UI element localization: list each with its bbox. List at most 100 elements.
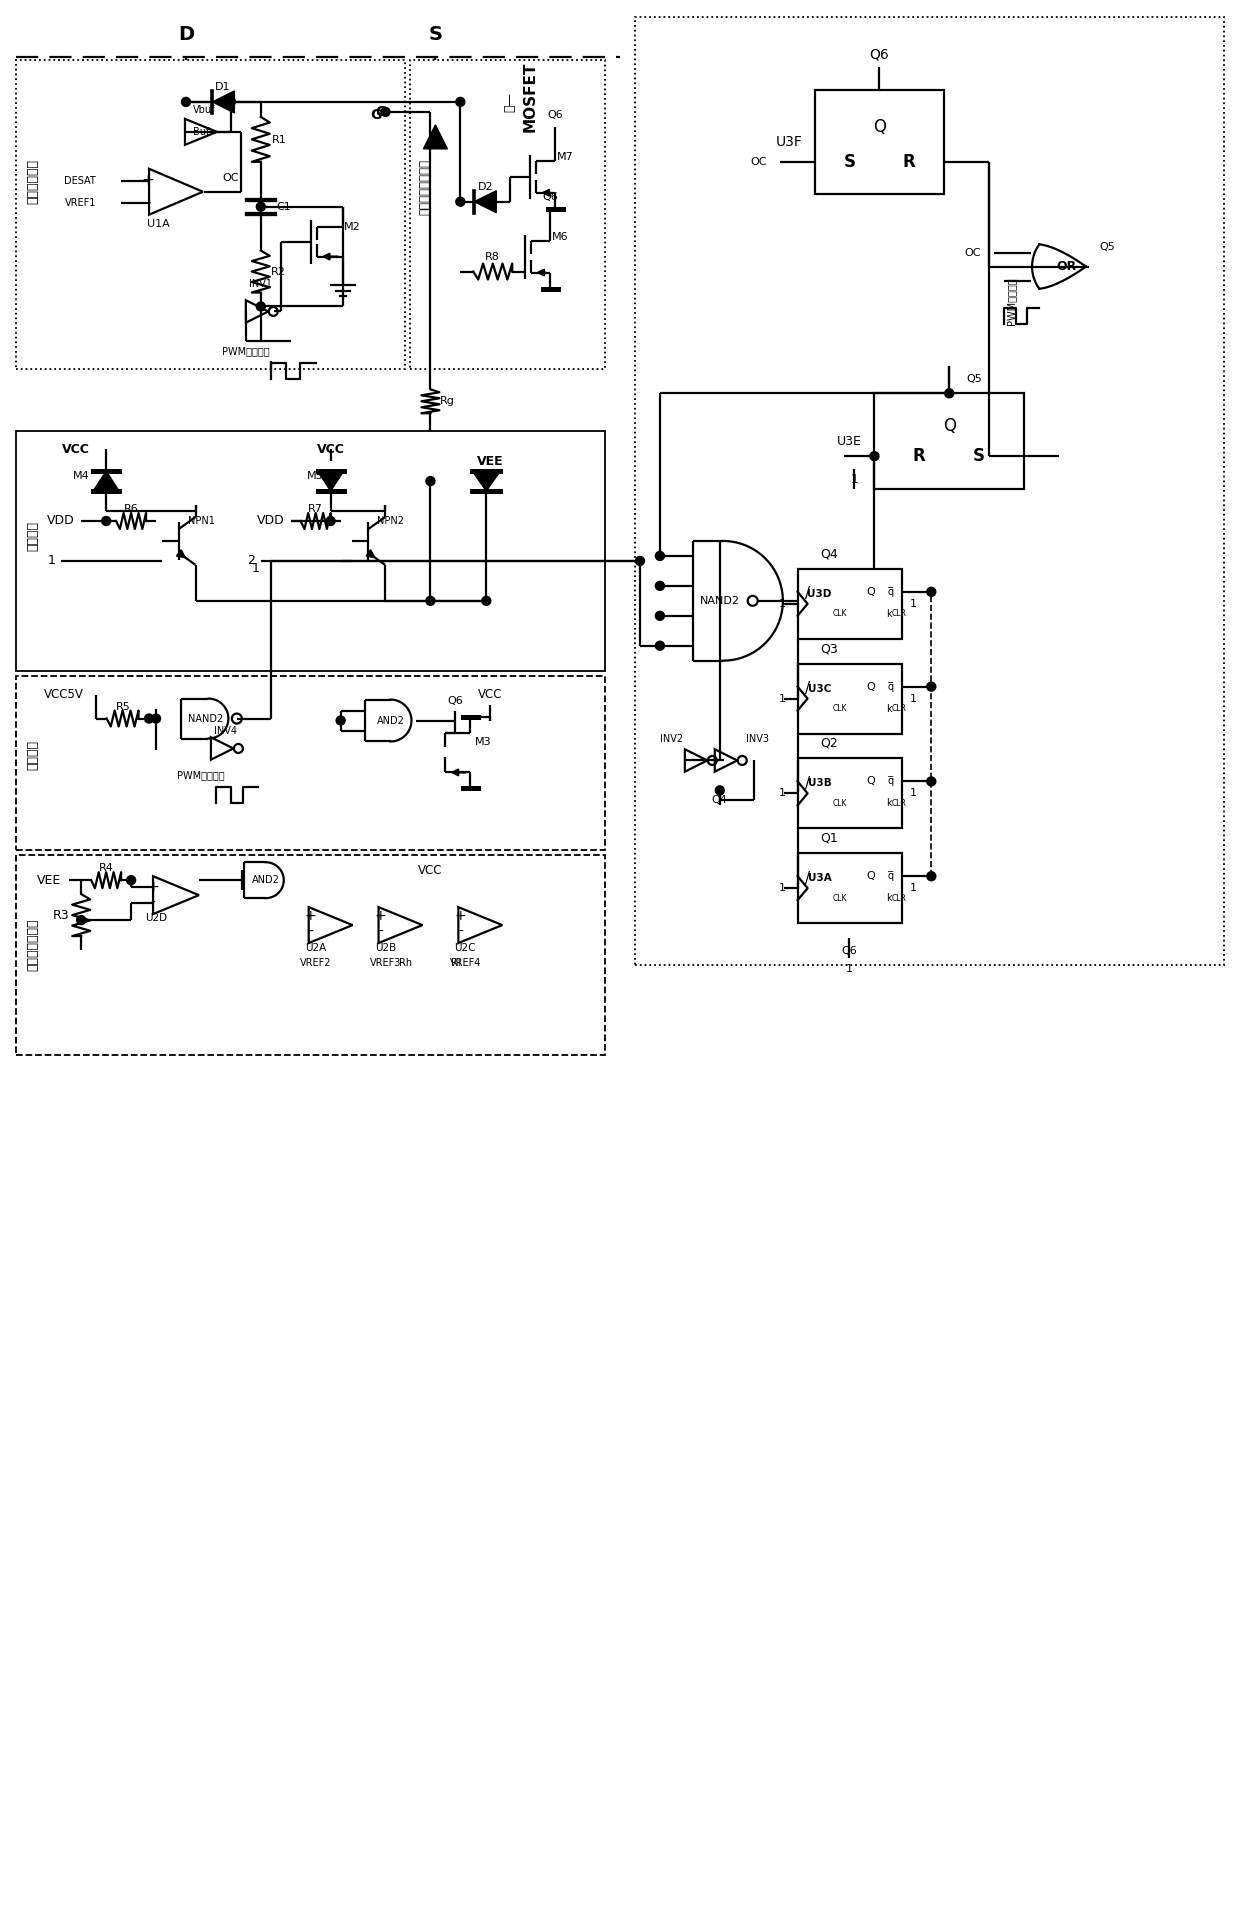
Text: Q: Q bbox=[866, 586, 874, 598]
Text: Q5: Q5 bbox=[966, 374, 982, 384]
Circle shape bbox=[926, 777, 936, 787]
Text: +: + bbox=[141, 174, 155, 189]
Text: k: k bbox=[887, 893, 893, 902]
Text: R7: R7 bbox=[309, 503, 324, 515]
Bar bbox=[635, 17, 1224, 966]
Text: q̅: q̅ bbox=[888, 586, 894, 598]
Circle shape bbox=[425, 596, 435, 605]
Text: NAND2: NAND2 bbox=[699, 596, 740, 605]
Text: R: R bbox=[903, 152, 915, 172]
Text: q̅: q̅ bbox=[888, 777, 894, 787]
Text: Q6: Q6 bbox=[842, 947, 857, 956]
Text: Rl: Rl bbox=[450, 958, 460, 968]
Text: 1: 1 bbox=[910, 789, 916, 798]
Bar bbox=[797, 663, 903, 733]
Text: Rh: Rh bbox=[399, 958, 412, 968]
Circle shape bbox=[326, 517, 335, 526]
Bar bbox=[815, 91, 945, 193]
Circle shape bbox=[656, 642, 665, 650]
Text: 1: 1 bbox=[252, 563, 259, 575]
Text: /: / bbox=[805, 775, 810, 790]
Text: R3: R3 bbox=[53, 908, 69, 922]
Bar bbox=[16, 60, 405, 370]
Text: U3E: U3E bbox=[837, 434, 862, 447]
Text: 1: 1 bbox=[47, 555, 56, 567]
Text: U1A: U1A bbox=[146, 218, 170, 229]
Text: Q6: Q6 bbox=[448, 696, 464, 706]
Text: PWM输入信号: PWM输入信号 bbox=[222, 347, 269, 357]
Circle shape bbox=[257, 202, 265, 212]
Text: Q6: Q6 bbox=[869, 46, 889, 62]
Text: CLK: CLK bbox=[832, 704, 847, 713]
Text: 过流检测单元: 过流检测单元 bbox=[27, 160, 40, 204]
Text: CLK: CLK bbox=[832, 798, 847, 808]
Text: -: - bbox=[458, 925, 463, 939]
Bar bbox=[16, 856, 605, 1055]
Text: VREF2: VREF2 bbox=[300, 958, 331, 968]
Text: VREF1: VREF1 bbox=[64, 199, 97, 208]
Text: U2A: U2A bbox=[305, 943, 326, 952]
Text: k: k bbox=[887, 798, 893, 808]
Text: R2: R2 bbox=[272, 266, 286, 276]
Text: VEE: VEE bbox=[37, 873, 62, 887]
Text: CLR: CLR bbox=[892, 704, 906, 713]
Text: -: - bbox=[378, 925, 383, 939]
Text: C1: C1 bbox=[277, 202, 291, 212]
Text: Q5: Q5 bbox=[1099, 241, 1115, 253]
Text: Q: Q bbox=[866, 777, 874, 787]
Text: -: - bbox=[145, 195, 151, 210]
Bar bbox=[797, 758, 903, 829]
Text: R6: R6 bbox=[124, 503, 139, 515]
Text: Q: Q bbox=[942, 416, 956, 436]
Text: MOSFET: MOSFET bbox=[523, 62, 538, 133]
Circle shape bbox=[926, 588, 936, 596]
Circle shape bbox=[102, 517, 110, 526]
Text: AND2: AND2 bbox=[377, 715, 404, 725]
Circle shape bbox=[870, 451, 879, 461]
Text: M7: M7 bbox=[557, 152, 573, 162]
Circle shape bbox=[715, 787, 724, 794]
Text: 控制单元: 控制单元 bbox=[27, 740, 40, 771]
Text: INV3: INV3 bbox=[746, 733, 769, 744]
Circle shape bbox=[181, 98, 191, 106]
Text: U3A: U3A bbox=[807, 873, 832, 883]
Text: VCC: VCC bbox=[479, 688, 502, 702]
Text: CLK: CLK bbox=[832, 895, 847, 902]
Text: D2: D2 bbox=[477, 181, 494, 191]
Circle shape bbox=[151, 713, 160, 723]
Text: Vbuf: Vbuf bbox=[192, 104, 216, 116]
Text: M2: M2 bbox=[345, 222, 361, 231]
Text: D1: D1 bbox=[216, 83, 231, 93]
Text: AND2: AND2 bbox=[252, 875, 280, 885]
Text: VDD: VDD bbox=[47, 515, 76, 528]
Text: R5: R5 bbox=[115, 702, 130, 711]
Polygon shape bbox=[472, 470, 500, 492]
Text: Buf: Buf bbox=[192, 127, 210, 137]
Text: 驱动单元: 驱动单元 bbox=[27, 521, 40, 551]
Circle shape bbox=[77, 916, 86, 925]
Text: U3C: U3C bbox=[808, 684, 831, 694]
Bar bbox=[16, 432, 605, 671]
Text: S: S bbox=[428, 25, 443, 44]
Circle shape bbox=[381, 108, 391, 116]
Text: Q3: Q3 bbox=[821, 642, 838, 656]
Text: Q1: Q1 bbox=[821, 831, 838, 844]
Text: PWM输入信号: PWM输入信号 bbox=[177, 771, 224, 781]
Text: U2C: U2C bbox=[455, 943, 476, 952]
Text: 1: 1 bbox=[779, 883, 786, 893]
Text: Q4: Q4 bbox=[712, 796, 728, 806]
Text: Rg: Rg bbox=[440, 397, 455, 407]
Text: 1: 1 bbox=[846, 964, 853, 974]
Text: q̅: q̅ bbox=[888, 683, 894, 692]
Text: M5: M5 bbox=[308, 470, 324, 482]
Bar bbox=[797, 854, 903, 924]
Text: Q4: Q4 bbox=[821, 548, 838, 561]
Text: /: / bbox=[805, 586, 810, 602]
Text: PWM输入信号: PWM输入信号 bbox=[1006, 278, 1016, 326]
Text: -: - bbox=[150, 897, 155, 910]
Circle shape bbox=[656, 551, 665, 561]
Text: CLR: CLR bbox=[892, 895, 906, 902]
Text: VREF3: VREF3 bbox=[370, 958, 402, 968]
Polygon shape bbox=[423, 125, 448, 148]
Text: VCC5V: VCC5V bbox=[45, 688, 84, 702]
